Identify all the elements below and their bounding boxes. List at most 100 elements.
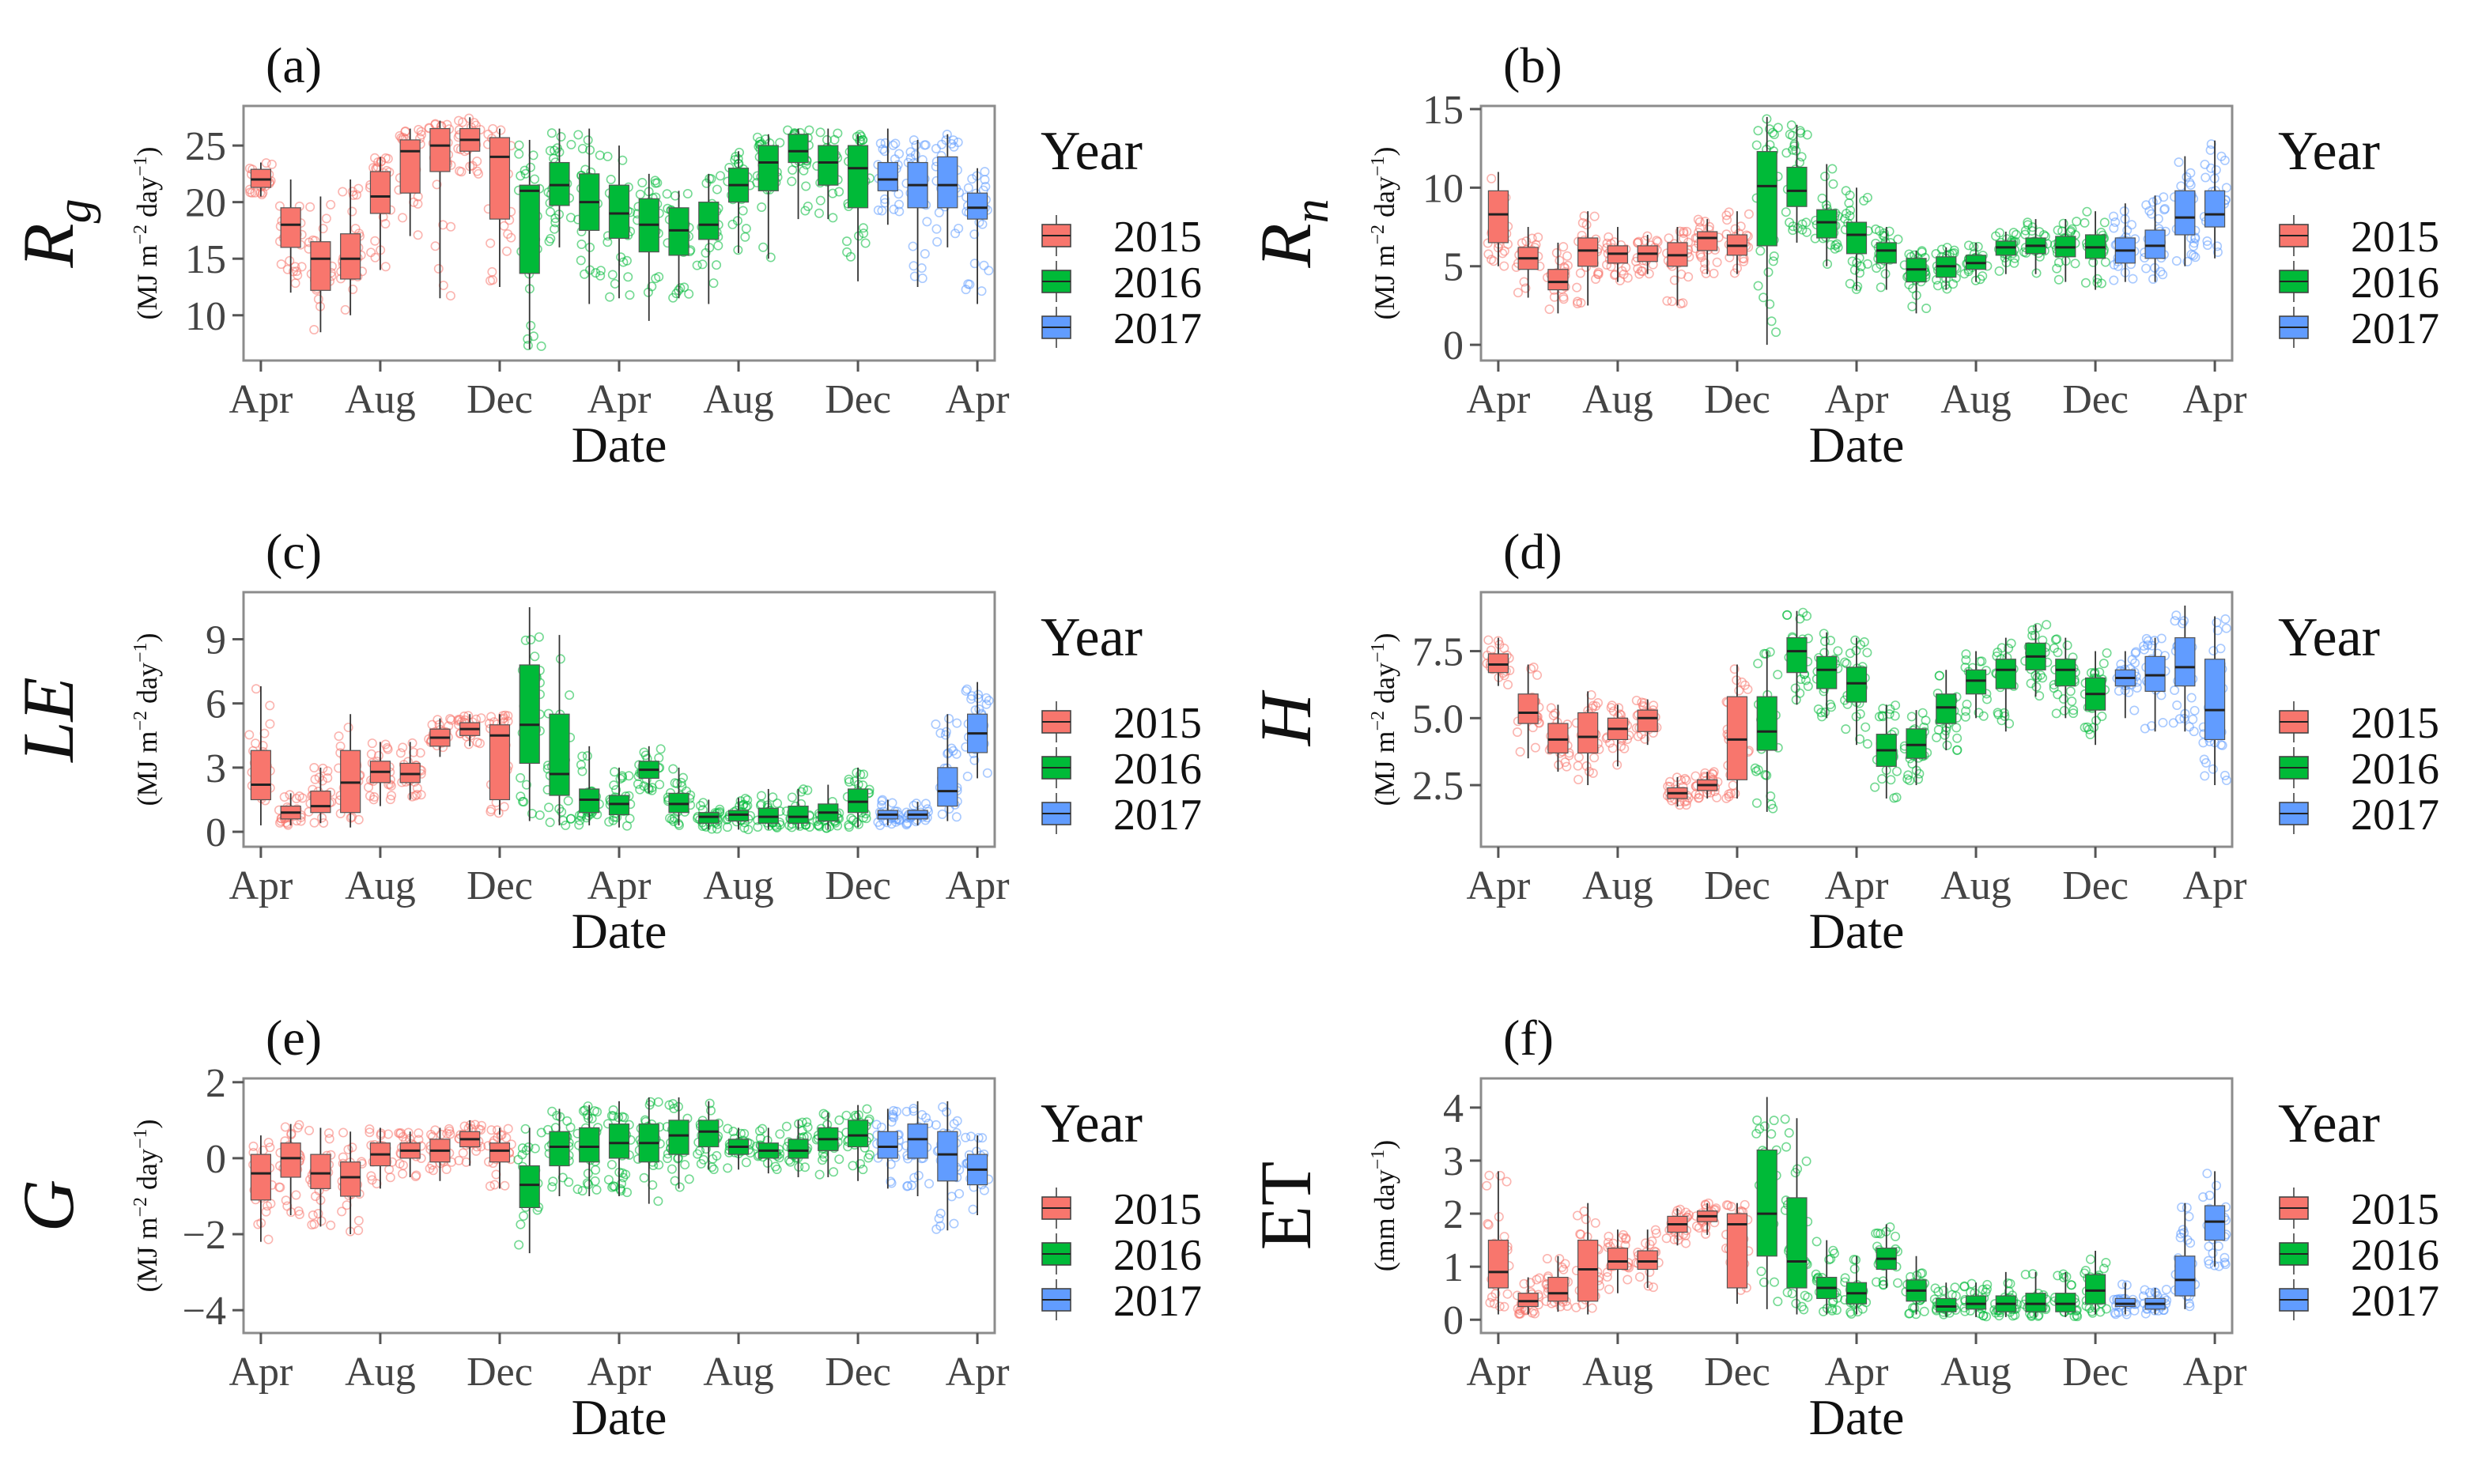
- data-point: [2202, 236, 2212, 247]
- data-point: [1840, 1277, 1850, 1287]
- x-tick-label: Aug: [703, 377, 774, 422]
- data-point: [1981, 1284, 1992, 1294]
- box-iqr: [1726, 696, 1748, 780]
- box-2016-12: [842, 767, 875, 832]
- data-point: [514, 140, 524, 150]
- data-point: [950, 228, 961, 239]
- data-point: [353, 1215, 364, 1225]
- data-point: [2080, 723, 2090, 733]
- data-point: [1530, 742, 1540, 753]
- data-point: [1878, 1279, 1888, 1290]
- box-2017-04: [2198, 614, 2231, 786]
- box-2017-03: [2170, 156, 2201, 266]
- data-point: [2144, 1287, 2155, 1297]
- data-point: [787, 792, 797, 802]
- data-point: [258, 741, 268, 751]
- data-point: [2212, 625, 2223, 636]
- data-point: [606, 174, 616, 184]
- panel-letter: (f): [1503, 1010, 1554, 1066]
- data-point: [2204, 1241, 2214, 1252]
- data-point: [487, 266, 497, 277]
- data-point: [1602, 260, 1612, 270]
- data-point: [1573, 774, 1584, 784]
- data-point: [1853, 1307, 1863, 1317]
- data-point: [366, 247, 376, 258]
- box-2016-08: [1959, 240, 1993, 285]
- data-point: [920, 140, 931, 150]
- data-point: [309, 324, 319, 334]
- box-2016-05: [1871, 224, 1903, 293]
- box-2015-12: [1721, 1199, 1754, 1305]
- data-point: [961, 684, 972, 694]
- data-point: [382, 742, 392, 753]
- data-point: [913, 1170, 924, 1180]
- data-point: [1482, 1180, 1492, 1191]
- data-point: [265, 700, 275, 711]
- data-point: [550, 224, 560, 234]
- data-point: [395, 1158, 405, 1169]
- box-2016-05: [633, 1097, 665, 1206]
- data-point: [1780, 1114, 1790, 1124]
- x-axis-title: Date: [1809, 1389, 1905, 1445]
- data-point: [931, 719, 941, 730]
- data-point: [1633, 263, 1643, 274]
- box-iqr: [877, 161, 898, 191]
- data-point: [1681, 800, 1691, 810]
- box-iqr: [2144, 229, 2166, 259]
- data-point: [486, 712, 497, 722]
- data-point: [859, 228, 869, 239]
- data-point: [534, 632, 544, 642]
- data-point: [844, 774, 854, 784]
- data-point: [894, 199, 905, 210]
- data-point: [489, 1180, 500, 1190]
- data-point: [519, 797, 529, 807]
- box-2017-04: [961, 682, 994, 782]
- data-point: [2220, 614, 2231, 624]
- box-2017-04: [961, 167, 994, 304]
- legend-key-2017: [2279, 1279, 2309, 1320]
- x-tick-label: Dec: [825, 377, 891, 422]
- data-point: [1644, 269, 1654, 279]
- data-point: [1588, 768, 1598, 778]
- data-point: [2020, 1269, 2031, 1279]
- data-point: [1721, 210, 1732, 221]
- box-2015-09: [1631, 231, 1663, 279]
- data-point: [1771, 327, 1781, 338]
- data-point: [961, 685, 971, 696]
- x-tick-label: Apr: [1466, 863, 1530, 908]
- box-2015-10: [424, 714, 456, 757]
- x-tick-label: Aug: [1940, 863, 2012, 908]
- box-2015-11: [453, 113, 485, 179]
- y-tick-label: 7.5: [1412, 630, 1464, 675]
- box-2017-01: [873, 128, 905, 225]
- box-iqr: [818, 145, 839, 186]
- box-iqr: [2174, 637, 2196, 687]
- data-point: [1729, 664, 1740, 674]
- box-iqr: [1726, 1213, 1748, 1289]
- data-point: [845, 251, 856, 262]
- data-point: [438, 220, 448, 230]
- data-point: [285, 255, 295, 266]
- data-point: [878, 144, 888, 154]
- data-point: [1634, 269, 1645, 279]
- box-2015-07: [1571, 1203, 1605, 1315]
- box-2016-01: [516, 606, 545, 821]
- box-2017-01: [2112, 647, 2142, 719]
- box-2016-04: [1840, 186, 1873, 294]
- y-axis-title: LE: [8, 677, 89, 763]
- data-point: [859, 769, 869, 780]
- box-2017-02: [2138, 1285, 2172, 1319]
- box-2016-07: [692, 171, 726, 304]
- data-point: [2004, 719, 2015, 729]
- data-point: [263, 1234, 274, 1244]
- data-point: [2008, 228, 2019, 238]
- data-point: [653, 1097, 663, 1107]
- y-tick-label: 0: [206, 1137, 226, 1182]
- data-point: [741, 1157, 751, 1168]
- data-point: [1700, 217, 1710, 227]
- y-axis-units: (MJ m−2 day−1): [130, 632, 163, 806]
- x-tick-label: Apr: [587, 377, 652, 422]
- data-point: [365, 1124, 375, 1135]
- data-point: [2200, 771, 2210, 781]
